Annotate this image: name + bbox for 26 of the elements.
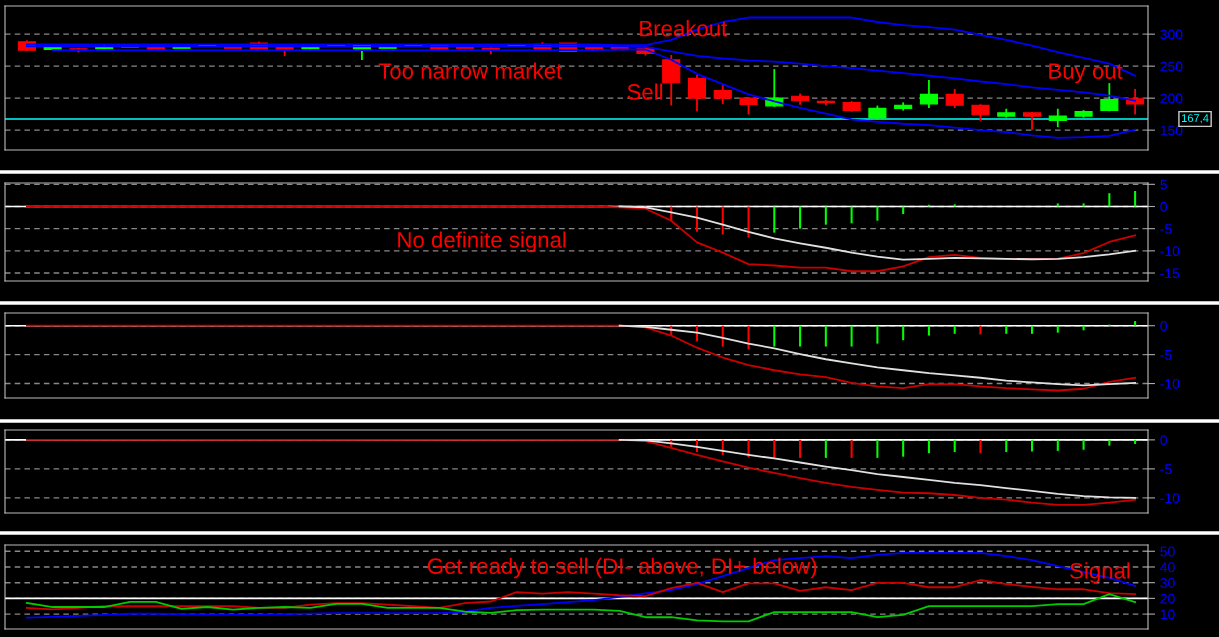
- annotation: No definite signal: [398, 231, 566, 253]
- y-tick-label: -10: [1160, 378, 1180, 389]
- y-tick-label: 0: [1160, 321, 1167, 331]
- annotation: Too narrow market: [378, 62, 563, 79]
- annotation: Get ready to sell (DI- above, DI+ below): [427, 557, 817, 579]
- y-tick-label: 300: [1160, 29, 1183, 40]
- y-tick-label: 0: [1160, 201, 1167, 212]
- y-tick-label: -5: [1160, 350, 1172, 360]
- y-tick-label: 250: [1160, 61, 1183, 72]
- y-tick-label: 10: [1160, 609, 1175, 620]
- y-tick-label: 5: [1160, 179, 1167, 190]
- y-tick-label: 40: [1160, 562, 1175, 573]
- y-tick-label: 50: [1160, 546, 1175, 557]
- y-tick-label: -10: [1160, 246, 1180, 257]
- y-tick-label: -5: [1160, 464, 1172, 475]
- ref-line-label: 167,4: [1181, 114, 1209, 124]
- y-tick-label: 20: [1160, 593, 1175, 604]
- annotation: Sell: [627, 83, 663, 100]
- y-tick-label: 30: [1160, 578, 1175, 588]
- y-tick-label: 0: [1160, 435, 1167, 446]
- y-tick-label: -5: [1160, 224, 1172, 234]
- annotation: Buy out: [1049, 63, 1123, 84]
- y-tick-label: 150: [1160, 125, 1183, 136]
- y-tick-label: -10: [1160, 493, 1180, 504]
- y-tick-label: -15: [1160, 268, 1180, 279]
- y-tick-label: 200: [1160, 93, 1183, 104]
